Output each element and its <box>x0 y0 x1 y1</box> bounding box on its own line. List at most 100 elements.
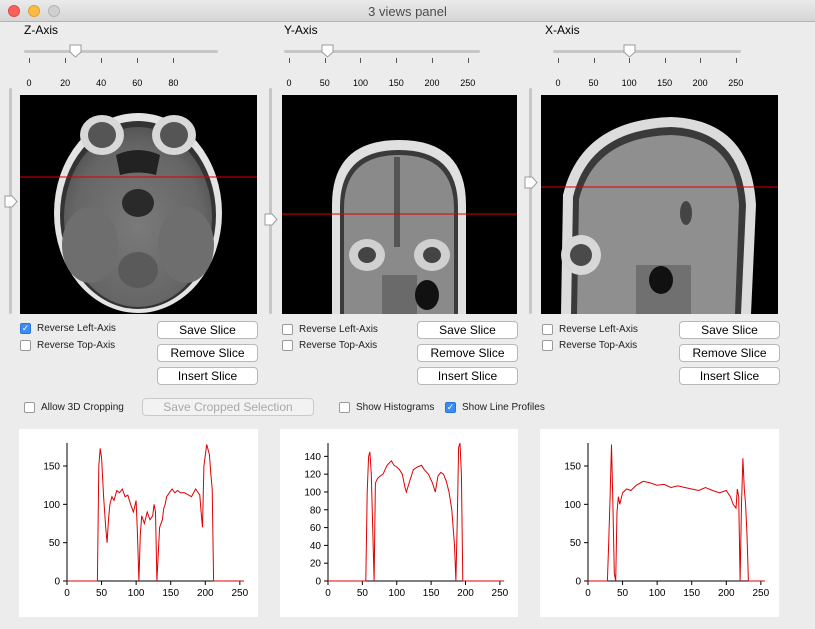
y-insert-slice-button[interactable]: Insert Slice <box>417 367 518 385</box>
x-save-slice-button[interactable]: Save Slice <box>679 321 780 339</box>
z-reverse-top-axis-checkbox[interactable]: Reverse Top-Axis <box>20 340 115 351</box>
checkbox-box[interactable] <box>20 340 31 351</box>
z-axis-slice-image[interactable] <box>20 95 257 314</box>
checkbox-label: Show Histograms <box>356 402 435 413</box>
y-save-slice-button[interactable]: Save Slice <box>417 321 518 339</box>
slider-tick-label: 50 <box>588 78 599 88</box>
profile-chart-svg: 0 50 100 150 200 250 0 50 100 150 <box>43 443 249 599</box>
checkbox-label: Reverse Left-Axis <box>37 323 116 334</box>
y-tick-label: 0 <box>315 577 321 588</box>
y-vslider-thumb[interactable] <box>264 213 278 226</box>
y-reverse-top-axis-checkbox[interactable]: Reverse Top-Axis <box>282 340 377 351</box>
slider-tick-label: 200 <box>424 78 440 88</box>
y-reverse-left-axis-checkbox[interactable]: Reverse Left-Axis <box>282 324 378 335</box>
y-tick-label: 80 <box>310 505 322 516</box>
y-tick-label: 0 <box>54 577 60 588</box>
slider-tick-label: 20 <box>60 78 71 88</box>
y-tick-label: 120 <box>304 470 321 481</box>
y-tick-label: 40 <box>310 541 322 552</box>
checkbox-label: Allow 3D Cropping <box>41 402 124 413</box>
z-vslider-thumb[interactable] <box>4 195 18 208</box>
z-vertical-slider[interactable] <box>4 88 18 314</box>
slider-tick-label: 250 <box>460 78 476 88</box>
show-histograms-checkbox[interactable]: Show Histograms <box>339 402 434 413</box>
x-line-profile-plot: 0 50 100 150 200 250 0 50 100 150 <box>540 429 779 617</box>
x-tick-label: 200 <box>457 588 474 599</box>
z-axis-label: Z-Axis <box>24 23 58 37</box>
x-axis-slider[interactable]: 0 50 100 150 200 250 <box>553 44 743 88</box>
x-slider-thumb[interactable] <box>623 44 636 58</box>
y-tick-label: 50 <box>570 538 582 549</box>
slider-tick <box>29 58 30 63</box>
close-window-button[interactable] <box>8 5 20 17</box>
slider-tick <box>396 58 398 63</box>
y-tick-label: 20 <box>310 559 322 570</box>
x-axis-slice-image[interactable] <box>541 95 778 314</box>
y-slider-thumb[interactable] <box>321 44 334 58</box>
checkbox-box[interactable] <box>24 402 35 413</box>
checkbox-box[interactable] <box>282 324 293 335</box>
x-tick-label: 0 <box>325 588 331 599</box>
y-axis-label: Y-Axis <box>284 23 318 37</box>
checkbox-box[interactable] <box>542 340 553 351</box>
z-slider-ticks: 0 20 40 60 80 <box>24 58 218 88</box>
checkbox-box[interactable] <box>339 402 350 413</box>
z-slider-track <box>24 50 218 53</box>
x-slider-track <box>553 50 741 53</box>
x-tick-label: 150 <box>683 588 700 599</box>
minimize-window-button[interactable] <box>28 5 40 17</box>
zoom-window-button[interactable] <box>48 5 60 17</box>
profile-series-line <box>588 444 765 582</box>
x-reverse-top-axis-checkbox[interactable]: Reverse Top-Axis <box>542 340 637 351</box>
y-tick-label: 0 <box>575 577 581 588</box>
x-vslider-thumb[interactable] <box>524 176 538 189</box>
slider-tick-label: 150 <box>388 78 404 88</box>
checkbox-box[interactable] <box>542 324 553 335</box>
x-tick-label: 100 <box>388 588 405 599</box>
window-titlebar: 3 views panel <box>0 0 815 22</box>
x-tick-label: 250 <box>492 588 509 599</box>
x-tick-label: 50 <box>617 588 629 599</box>
z-axis-slider[interactable]: 0 20 40 60 80 <box>24 44 218 88</box>
z-remove-slice-button[interactable]: Remove Slice <box>157 344 258 362</box>
slider-tick <box>101 58 103 63</box>
slider-tick <box>629 58 631 63</box>
checkbox-box[interactable]: ✓ <box>20 323 31 334</box>
x-remove-slice-button[interactable]: Remove Slice <box>679 344 780 362</box>
y-tick-label: 100 <box>304 487 321 498</box>
y-remove-slice-button[interactable]: Remove Slice <box>417 344 518 362</box>
slider-tick <box>289 58 290 63</box>
slider-tick <box>173 58 175 63</box>
z-save-slice-button[interactable]: Save Slice <box>157 321 258 339</box>
checkbox-label: Show Line Profiles <box>462 402 545 413</box>
slider-tick <box>700 58 702 63</box>
x-insert-slice-button[interactable]: Insert Slice <box>679 367 780 385</box>
slider-tick-label: 250 <box>728 78 744 88</box>
y-axis-slice-image[interactable] <box>282 95 517 314</box>
y-vertical-slider[interactable] <box>264 88 278 314</box>
x-tick-label: 250 <box>232 588 249 599</box>
slider-tick-label: 100 <box>352 78 368 88</box>
x-vertical-slider[interactable] <box>524 88 538 314</box>
slider-tick-label: 200 <box>692 78 708 88</box>
slider-tick-label: 0 <box>26 78 32 88</box>
x-tick-label: 100 <box>128 588 145 599</box>
z-reverse-left-axis-checkbox[interactable]: ✓ Reverse Left-Axis <box>20 323 116 334</box>
checkbox-box[interactable]: ✓ <box>445 402 456 413</box>
allow-3d-cropping-checkbox[interactable]: Allow 3D Cropping <box>24 402 124 413</box>
z-insert-slice-button[interactable]: Insert Slice <box>157 367 258 385</box>
slider-tick <box>360 58 362 63</box>
save-cropped-selection-button[interactable]: Save Cropped Selection <box>142 398 314 416</box>
z-slider-thumb[interactable] <box>69 44 82 58</box>
x-vslider-track <box>529 88 532 314</box>
y-tick-label: 150 <box>564 462 581 473</box>
x-reverse-left-axis-checkbox[interactable]: Reverse Left-Axis <box>542 324 638 335</box>
checkbox-label: Reverse Top-Axis <box>37 340 116 351</box>
checkbox-box[interactable] <box>282 340 293 351</box>
slider-tick <box>735 58 737 63</box>
y-axis-slider[interactable]: 0 50 100 150 200 250 <box>284 44 480 88</box>
x-tick-label: 100 <box>649 588 666 599</box>
y-tick-label: 60 <box>310 523 322 534</box>
show-line-profiles-checkbox[interactable]: ✓ Show Line Profiles <box>445 402 545 413</box>
profile-series-line <box>67 444 244 582</box>
